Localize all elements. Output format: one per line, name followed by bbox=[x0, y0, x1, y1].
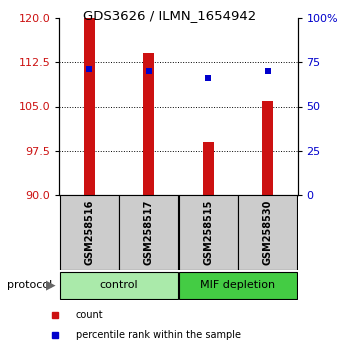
Text: count: count bbox=[75, 310, 103, 320]
Text: GSM258517: GSM258517 bbox=[144, 200, 154, 265]
Bar bbox=[262, 101, 273, 195]
Bar bbox=[84, 18, 95, 195]
Text: protocol: protocol bbox=[7, 280, 52, 290]
Text: GDS3626 / ILMN_1654942: GDS3626 / ILMN_1654942 bbox=[83, 9, 257, 22]
FancyBboxPatch shape bbox=[178, 272, 298, 298]
FancyBboxPatch shape bbox=[119, 195, 178, 270]
FancyBboxPatch shape bbox=[59, 195, 119, 270]
Text: control: control bbox=[100, 280, 138, 290]
Text: MIF depletion: MIF depletion bbox=[201, 280, 275, 290]
FancyBboxPatch shape bbox=[238, 195, 298, 270]
FancyBboxPatch shape bbox=[178, 195, 238, 270]
Bar bbox=[143, 53, 154, 195]
Text: GSM258516: GSM258516 bbox=[84, 200, 94, 265]
Text: percentile rank within the sample: percentile rank within the sample bbox=[75, 330, 241, 340]
Text: GSM258530: GSM258530 bbox=[263, 200, 273, 265]
Bar bbox=[203, 142, 214, 195]
Text: ▶: ▶ bbox=[46, 279, 55, 291]
Text: GSM258515: GSM258515 bbox=[203, 200, 213, 265]
FancyBboxPatch shape bbox=[59, 272, 178, 298]
